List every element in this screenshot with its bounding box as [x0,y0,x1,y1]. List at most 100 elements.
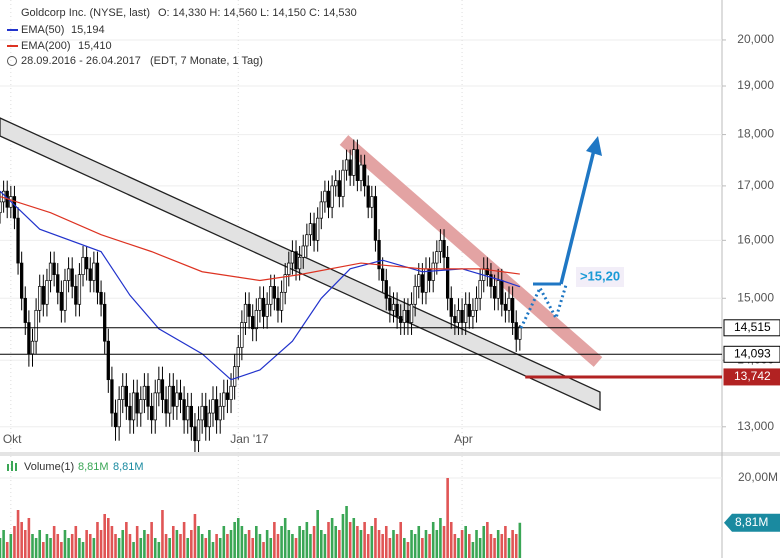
candle-body [352,149,356,176]
candle-body [207,412,212,428]
volume-bar [81,542,85,558]
volume-bar [431,522,435,558]
volume-bar [428,534,431,558]
candle-body [81,256,85,276]
ema-line [0,190,521,381]
volume-bar [363,522,366,558]
volume-bar [327,522,330,558]
volume-bar [9,534,13,558]
candle-body [514,322,518,340]
volume-bar [52,526,56,558]
candle-body [243,303,248,323]
legend: Goldcorp Inc. (NYSE, last) O: 14,330 H: … [7,7,357,473]
candle-body [409,303,414,323]
legend-value: 15,194 [71,24,105,36]
volume-bar [276,534,280,558]
volume-bar [269,538,273,558]
volume-icon [15,463,17,471]
clock-icon [7,56,17,66]
volume-bar [42,542,45,558]
level-box [723,368,780,386]
volume-bar [377,530,381,558]
volume-bar [85,530,88,558]
volume-bar [305,522,309,558]
volume-bar [478,538,482,558]
candle-body [178,392,183,400]
volume-bar [78,538,81,558]
volume-bar [161,510,164,558]
volume-bar [135,526,139,558]
candle-body [503,303,508,311]
volume-bar [20,522,23,558]
candle-body [435,251,439,264]
volume-bar [460,530,464,558]
volume-bar [316,510,319,558]
volume-current-label: 8,81M [735,515,768,529]
candle-body [204,405,208,428]
candle-body [34,309,38,342]
volume-bar [222,526,226,558]
candle-body [103,303,107,342]
volume-bar [338,530,341,558]
dotted-path [519,284,568,329]
candle-body [153,392,157,421]
candle-body [265,303,269,317]
candle-body [175,392,179,407]
candle-body [59,291,64,311]
level-box [723,345,780,363]
volume-bar [323,534,327,558]
volume-bar [34,538,38,558]
candle-body [88,268,92,281]
volume-bar [157,542,161,558]
volume-bar [247,530,251,558]
candle-body [171,385,175,407]
volume-bar [63,530,67,558]
candle-body [20,262,24,299]
volume-bar [392,530,395,558]
volume-bar [240,526,244,558]
volume-bar [493,538,496,558]
candle-body [52,262,56,276]
candle-body [402,309,406,323]
volume-bar [197,526,200,558]
volume-bar [399,522,403,558]
candle-body [70,268,74,287]
legend-value: 15,410 [78,40,112,52]
volume-bar [125,522,128,558]
volume-bar [67,538,70,558]
volume-bar [417,526,421,558]
volume-bar [200,534,204,558]
candle-body [467,303,471,317]
volume-bar [193,514,197,558]
candle-body [381,268,385,281]
candle-body [23,297,27,323]
volume-bar [236,518,240,558]
candle-body [344,159,349,171]
y-tick-label: 19,000 [737,78,774,92]
candle-body [269,286,273,305]
candle-body [456,309,461,323]
volume-bar [27,518,31,558]
candle-body [297,256,302,270]
target-box [576,267,624,287]
candle-body [0,201,2,214]
candle-body [142,385,147,400]
candle-body [66,268,71,281]
candle-body [139,399,143,414]
volume-bar [442,526,446,558]
candle-body [84,256,89,270]
volume-bar [208,530,211,558]
candle-body [131,392,136,421]
candle-body [124,385,129,407]
candle-body [41,286,45,305]
volume-bar [395,534,399,558]
volume-bar [45,534,49,558]
volume-bar [211,542,215,558]
volume-bar [345,506,348,558]
candle-body [283,274,287,293]
candle-body [113,412,118,428]
volume-bar [99,530,103,558]
candle-body [417,274,421,287]
